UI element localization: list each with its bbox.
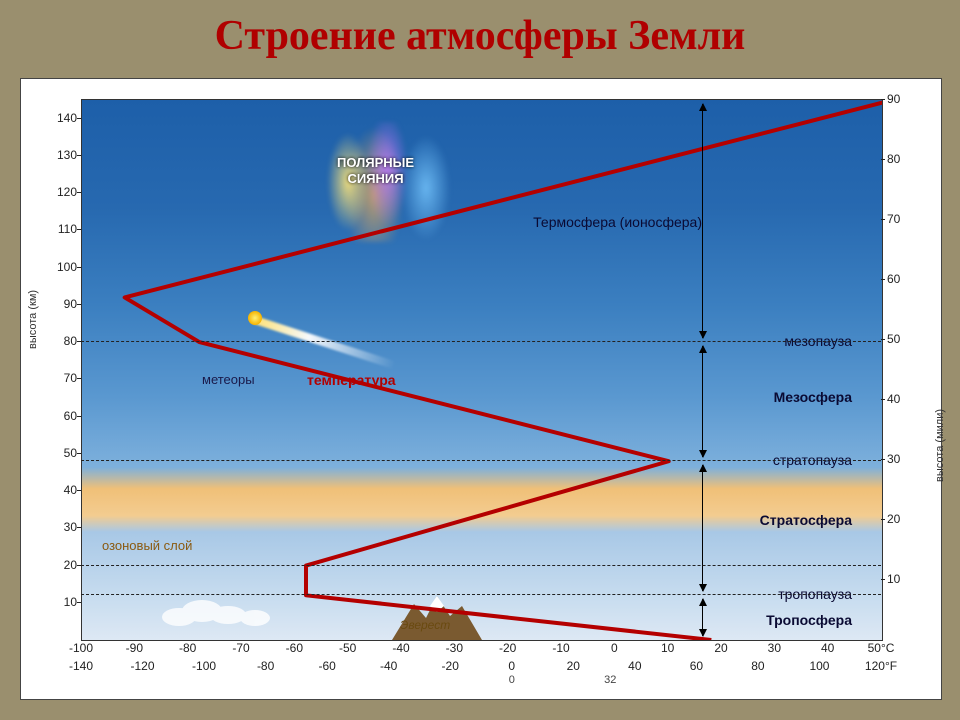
xtick-c-40: 40 (821, 641, 834, 655)
xtick-f-40: 40 (628, 659, 641, 673)
ytick-mi-20: 20 (887, 512, 913, 526)
ytick-km-140: 140 (51, 111, 77, 125)
xtick-c-50: 50°C (868, 641, 895, 655)
xtick-f-80: 80 (751, 659, 764, 673)
xtick-c--30: -30 (446, 641, 463, 655)
xminor-32: 32 (604, 674, 616, 686)
ytick-km-120: 120 (51, 185, 77, 199)
chart-frame: высота (км) высота (мили) ПОЛЯРНЫЕ СИЯНИ… (20, 78, 942, 700)
layer-arrow-0 (702, 599, 703, 636)
ytick-km-20: 20 (51, 558, 77, 572)
xtick-c--10: -10 (552, 641, 569, 655)
ytick-mi-10: 10 (887, 572, 913, 586)
xtick-f--80: -80 (257, 659, 274, 673)
ytick-mi-70: 70 (887, 212, 913, 226)
layer-Термосфера (ионосфера): Термосфера (ионосфера) (533, 214, 702, 230)
xtick-f-60: 60 (690, 659, 703, 673)
layer-arrow-2 (702, 346, 703, 457)
ytick-mi-50: 50 (887, 332, 913, 346)
xtick-c--40: -40 (392, 641, 409, 655)
ytick-km-110: 110 (51, 222, 77, 236)
everest-label: Эверест (400, 618, 450, 632)
ytick-mi-60: 60 (887, 272, 913, 286)
xtick-f-100: 100 (809, 659, 829, 673)
aurora-label: ПОЛЯРНЫЕ СИЯНИЯ (337, 155, 414, 186)
layer-arrow-1 (702, 465, 703, 591)
xtick-c-20: 20 (714, 641, 727, 655)
ytick-km-100: 100 (51, 260, 77, 274)
meteor-label: метеоры (202, 372, 255, 387)
ytick-mi-30: 30 (887, 452, 913, 466)
ytick-km-70: 70 (51, 371, 77, 385)
xtick-c--90: -90 (126, 641, 143, 655)
ytick-km-10: 10 (51, 595, 77, 609)
xtick-c--60: -60 (286, 641, 303, 655)
xtick-c-10: 10 (661, 641, 674, 655)
xtick-c--20: -20 (499, 641, 516, 655)
ytick-mi-40: 40 (887, 392, 913, 406)
gridline-12km (81, 594, 881, 595)
ytick-km-90: 90 (51, 297, 77, 311)
xtick-f-0: 0 (508, 659, 515, 673)
layer-arrow-3 (702, 104, 703, 338)
ytick-km-40: 40 (51, 483, 77, 497)
xtick-f--100: -100 (192, 659, 216, 673)
y-axis-right-label: высота (мили) (934, 409, 946, 482)
xminor-0: 0 (509, 674, 515, 686)
xtick-f--140: -140 (69, 659, 93, 673)
gridline-80km (81, 341, 881, 342)
xtick-f--20: -20 (442, 659, 459, 673)
ytick-km-30: 30 (51, 520, 77, 534)
slide: Строение атмосферы Земли высота (км) выс… (0, 0, 960, 720)
xtick-c-30: 30 (768, 641, 781, 655)
xtick-c--100: -100 (69, 641, 93, 655)
page-title: Строение атмосферы Земли (0, 12, 960, 60)
layer-Мезосфера: Мезосфера (774, 389, 852, 405)
xtick-f-120: 120°F (865, 659, 897, 673)
layer-Тропосфера: Тропосфера (766, 612, 852, 628)
ytick-km-80: 80 (51, 334, 77, 348)
gridline-48km (81, 460, 881, 461)
ytick-km-50: 50 (51, 446, 77, 460)
xtick-c-0: 0 (611, 641, 618, 655)
ozone-label: озоновый слой (102, 538, 192, 553)
xtick-f--120: -120 (131, 659, 155, 673)
plot-area: ПОЛЯРНЫЕ СИЯНИЯ метеоры температура озон… (81, 99, 883, 641)
xtick-f--40: -40 (380, 659, 397, 673)
xtick-f-20: 20 (567, 659, 580, 673)
ytick-km-60: 60 (51, 409, 77, 423)
xtick-f--60: -60 (318, 659, 335, 673)
xtick-c--70: -70 (232, 641, 249, 655)
ytick-km-130: 130 (51, 148, 77, 162)
temperature-label: температура (307, 372, 396, 388)
ytick-mi-80: 80 (887, 152, 913, 166)
xtick-c--50: -50 (339, 641, 356, 655)
temperature-line (82, 100, 882, 640)
xtick-c--80: -80 (179, 641, 196, 655)
layer-Стратосфера: Стратосфера (760, 512, 852, 528)
y-axis-left-label: высота (км) (27, 290, 39, 349)
ytick-mi-90: 90 (887, 92, 913, 106)
gridline-20km (81, 565, 881, 566)
